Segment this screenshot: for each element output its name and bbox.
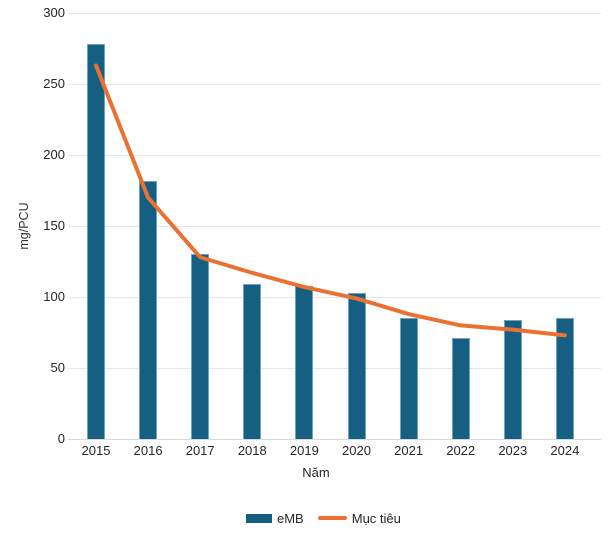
legend-line-swatch	[317, 516, 347, 520]
plot-area	[68, 13, 601, 440]
gridline-250	[68, 84, 601, 85]
bar-2023	[503, 319, 522, 439]
x-tick-label-2017: 2017	[185, 443, 215, 458]
x-tick-label-2018: 2018	[237, 443, 267, 458]
y-tick-label-300: 300	[43, 5, 65, 20]
bar-2020	[347, 292, 366, 439]
x-tick-label-2015: 2015	[81, 443, 111, 458]
x-tick-label-2023: 2023	[498, 443, 528, 458]
target-line	[94, 63, 567, 338]
x-tick-label-2020: 2020	[342, 443, 371, 458]
bar-2016	[139, 180, 158, 439]
x-tick-label-2021: 2021	[394, 443, 424, 458]
y-tick-label-50: 50	[50, 360, 65, 375]
bar-2021	[399, 318, 418, 439]
x-tick-label-2016: 2016	[133, 443, 163, 458]
legend: eMB Mục tiêu	[246, 507, 401, 529]
gridline-150	[68, 226, 601, 227]
x-tick-label-2024: 2024	[550, 443, 580, 458]
bar-2022	[451, 338, 470, 439]
y-tick-label-150: 150	[43, 218, 65, 233]
bar-2018	[243, 284, 262, 439]
x-tick-label-2019: 2019	[289, 443, 319, 458]
legend-label-target: Mục tiêu	[351, 510, 401, 526]
target-line-layer	[94, 63, 567, 338]
y-tick-label-200: 200	[43, 147, 65, 162]
x-axis-title: Năm	[302, 465, 330, 480]
gridline-300	[68, 13, 601, 14]
x-tick-label-2022: 2022	[446, 443, 476, 458]
gridline-200	[68, 155, 601, 156]
y-tick-label-250: 250	[43, 76, 65, 91]
bar-2015	[87, 44, 105, 439]
bar-2024	[555, 318, 574, 439]
legend-label-emb: eMB	[277, 510, 304, 526]
y-tick-label-0: 0	[57, 431, 65, 446]
legend-bar-swatch	[246, 513, 272, 523]
gridline-100	[68, 297, 601, 298]
gridline-0	[68, 439, 601, 440]
gridline-50	[68, 368, 601, 369]
y-tick-label-100: 100	[43, 289, 65, 304]
